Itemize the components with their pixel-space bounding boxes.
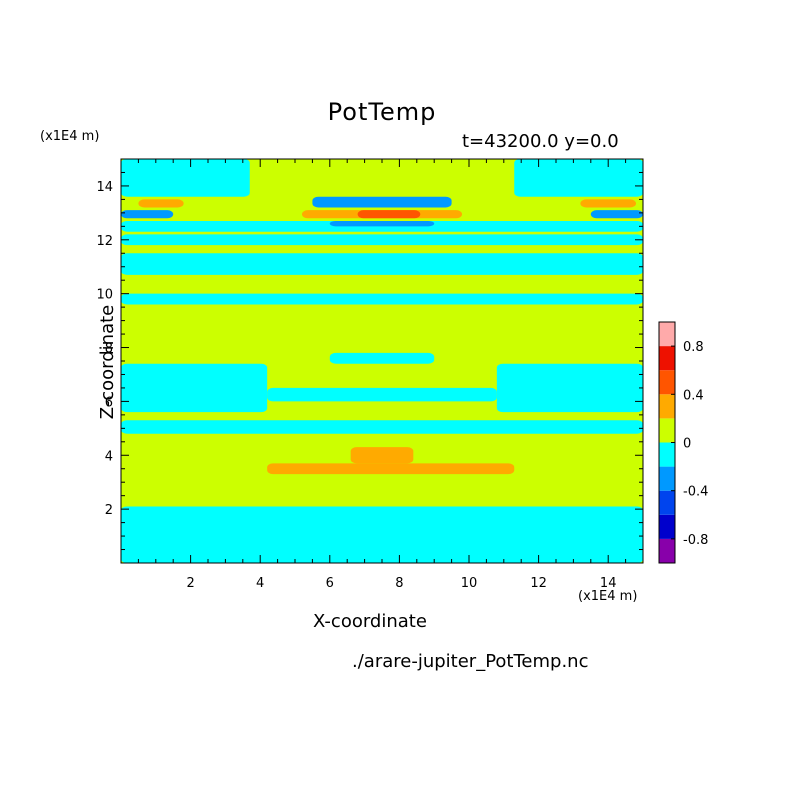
y-tick-label: 12 bbox=[96, 234, 113, 249]
contour-region bbox=[121, 253, 643, 275]
colorbar-segment bbox=[659, 538, 675, 563]
colorbar-tick-label: -0.8 bbox=[683, 533, 708, 548]
contour-region bbox=[312, 196, 452, 208]
axes: 2 4 6 8 10 12 14 2 4 6 8 10 12 14 bbox=[96, 158, 644, 591]
y-tick-label: 2 bbox=[105, 503, 113, 518]
contour-region bbox=[121, 506, 643, 563]
contour-region bbox=[121, 159, 250, 197]
y-tick-label: 4 bbox=[105, 449, 113, 464]
colorbar-tick-label: -0.4 bbox=[683, 485, 708, 500]
colorbar-segment bbox=[659, 490, 675, 515]
colorbar-segment bbox=[659, 322, 675, 347]
chart-title: PotTemp bbox=[327, 98, 437, 126]
y-axis-unit: (x1E4 m) bbox=[40, 129, 100, 144]
contour-region bbox=[121, 363, 268, 413]
colorbar: -0.8 -0.4 0 0.4 0.8 bbox=[658, 321, 708, 564]
contour-region bbox=[121, 293, 643, 305]
contour-region bbox=[496, 363, 643, 413]
plot-area bbox=[121, 159, 643, 563]
x-tick-label: 10 bbox=[461, 576, 478, 591]
contour-region bbox=[121, 210, 174, 219]
source-filename: ./arare-jupiter_PotTemp.nc bbox=[352, 651, 589, 672]
x-tick-label: 6 bbox=[326, 576, 334, 591]
y-tick-label: 10 bbox=[96, 288, 113, 303]
contour-region bbox=[514, 159, 643, 197]
x-axis-unit: (x1E4 m) bbox=[578, 589, 638, 604]
x-tick-label: 8 bbox=[395, 576, 403, 591]
contour-region bbox=[357, 210, 421, 219]
x-tick-label: 14 bbox=[600, 576, 617, 591]
contour-region bbox=[580, 199, 637, 208]
x-axis-label: X-coordinate bbox=[313, 611, 427, 632]
contour-region bbox=[267, 387, 497, 402]
contour-region bbox=[121, 420, 643, 434]
colorbar-segment bbox=[659, 394, 675, 419]
colorbar-segment bbox=[659, 418, 675, 443]
colorbar-segment bbox=[659, 466, 675, 491]
y-tick-label: 8 bbox=[105, 342, 113, 357]
contour-region bbox=[267, 463, 515, 475]
y-tick-label: 6 bbox=[105, 395, 113, 410]
contour-region bbox=[590, 210, 643, 219]
colorbar-segment bbox=[659, 370, 675, 395]
x-tick-label: 12 bbox=[530, 576, 547, 591]
colorbar-segment bbox=[659, 442, 675, 467]
y-tick-label: 14 bbox=[96, 180, 113, 195]
contour-region bbox=[138, 199, 184, 208]
colorbar-segment bbox=[659, 514, 675, 539]
contour-region bbox=[329, 352, 435, 364]
contour-region bbox=[121, 234, 643, 246]
chart-subtitle: t=43200.0 y=0.0 bbox=[462, 131, 619, 152]
colorbar-tick-label: 0 bbox=[683, 437, 691, 452]
colorbar-segment bbox=[659, 346, 675, 371]
colorbar-tick-label: 0.8 bbox=[683, 340, 704, 355]
x-tick-label: 2 bbox=[186, 576, 194, 591]
contour-region bbox=[329, 220, 435, 227]
colorbar-tick-label: 0.4 bbox=[683, 388, 704, 403]
x-tick-label: 4 bbox=[256, 576, 264, 591]
contour-region bbox=[350, 447, 414, 464]
